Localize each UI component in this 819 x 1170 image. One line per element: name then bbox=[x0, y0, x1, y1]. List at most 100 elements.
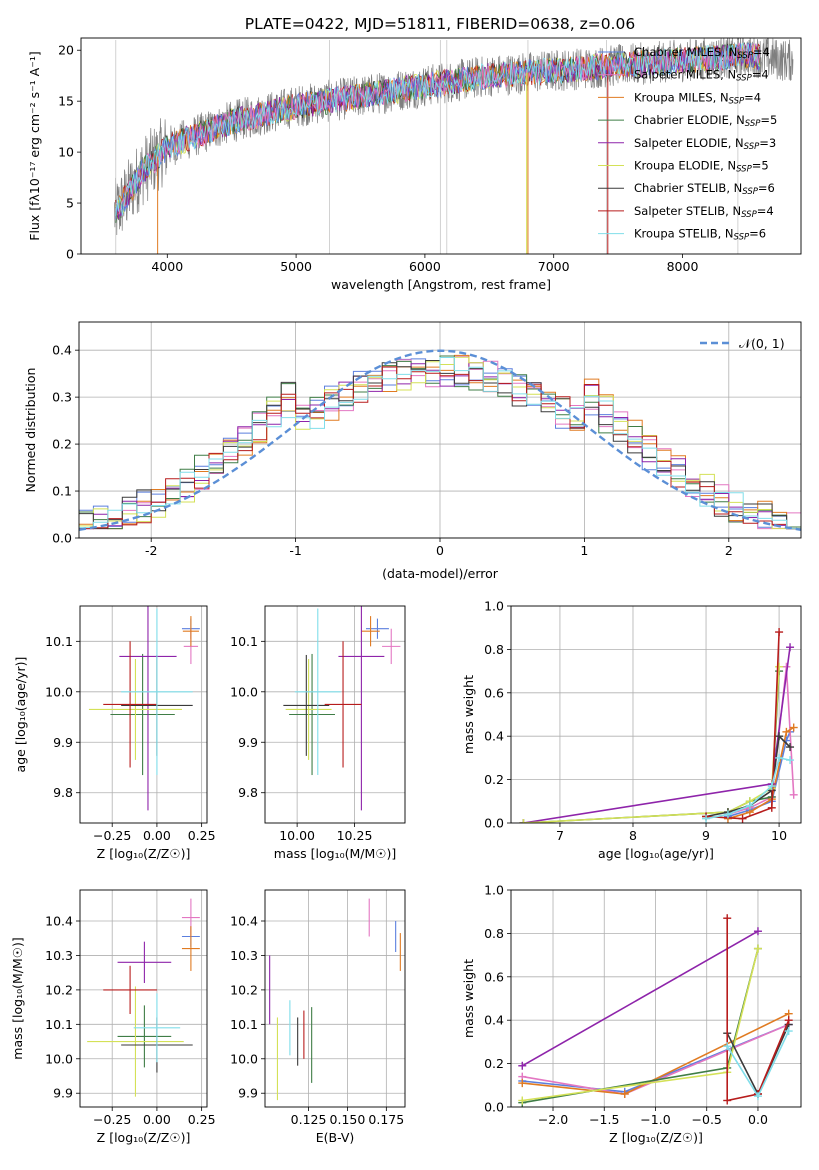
gaussian-curve bbox=[79, 349, 801, 531]
x-axis-label: Z [log₁₀(Z/Z☉)] bbox=[97, 846, 191, 861]
y-tick-label: 9.9 bbox=[53, 735, 73, 750]
x-tick-label: 6000 bbox=[409, 259, 441, 274]
model-kroupa-stelib bbox=[115, 42, 761, 216]
legend-label-chabrier-stelib: Chabrier STELIB, NSSP=6 bbox=[634, 181, 775, 197]
axes-age-vs-mass: 10.00 10.25 9.8 9.9 10.0 10.1 mass [log₁₀(M/M☉… bbox=[230, 605, 406, 861]
legend-label-chabrier-miles: Chabrier MILES, NSSP=4 bbox=[634, 45, 770, 61]
plot-area-residuals bbox=[79, 322, 801, 538]
legend-label-salpeter-elodie: Salpeter ELODIE, NSSP=3 bbox=[634, 136, 776, 152]
y-tick-label: 10.0 bbox=[45, 684, 73, 699]
y-tick-label: 0.0 bbox=[484, 816, 504, 831]
y-tick-label: 0.3 bbox=[52, 390, 72, 405]
grid-weight-vs-age bbox=[511, 606, 801, 823]
legend-label-kroupa-stelib: Kroupa STELIB, NSSP=6 bbox=[634, 227, 766, 243]
x-tick-label: −2.0 bbox=[538, 1112, 568, 1127]
data-age-vs-mass bbox=[283, 606, 401, 811]
y-tick-label: 9.9 bbox=[238, 1086, 258, 1101]
x-tick-label: 0.150 bbox=[330, 1112, 366, 1127]
histogram-salpeter-miles bbox=[79, 355, 801, 530]
y-tick-label: 10.0 bbox=[230, 684, 258, 699]
x-tick-label: 2 bbox=[725, 543, 733, 558]
plot-area-spectrum bbox=[114, 38, 794, 254]
y-tick-label: 10.4 bbox=[45, 914, 73, 929]
x-tick-label: 8000 bbox=[667, 259, 699, 274]
data-mass-vs-Z bbox=[87, 898, 200, 1097]
marker-kroupa-elodie bbox=[519, 819, 528, 823]
y-tick-label: 0.0 bbox=[484, 1100, 504, 1115]
y-tick-label: 10.1 bbox=[45, 1017, 73, 1032]
y-tick-label: 20 bbox=[58, 43, 74, 58]
plot-area-mass-vs-EBV bbox=[265, 890, 405, 1107]
marker-chabrier-stelib bbox=[786, 743, 795, 752]
axes-weight-vs-Z: −2.0 −1.5 −1.0 −0.5 0.0 0.0 0.2 0.4 0.6 0.8 1.0 Z [… bbox=[461, 883, 802, 1145]
marker-kroupa-elodie bbox=[753, 944, 762, 953]
grid-age-vs-mass bbox=[265, 606, 405, 823]
axes-residuals: -2 -1 0 1 2 0.0 0.1 0.2 0.3 0.4 (data-model)/error… bbox=[23, 321, 802, 581]
x-tick-label: −0.5 bbox=[692, 1112, 722, 1127]
y-tick-label: 10.0 bbox=[45, 1051, 73, 1066]
y-tick-label: 0.8 bbox=[484, 642, 504, 657]
axes-frame bbox=[78, 321, 802, 539]
x-axis-label: wavelength [Angstrom, rest frame] bbox=[331, 277, 551, 292]
marker-salpeter-stelib bbox=[723, 1096, 732, 1105]
marker-kroupa-stelib bbox=[723, 1042, 732, 1051]
x-tick-label: 0.00 bbox=[143, 1112, 171, 1127]
weight-line-kroupa-elodie bbox=[523, 666, 780, 823]
y-tick-label: 9.9 bbox=[238, 735, 258, 750]
marker-kroupa-elodie bbox=[518, 1096, 527, 1105]
marker-salpeter-stelib bbox=[767, 803, 776, 812]
weight-line-kroupa-elodie bbox=[522, 948, 759, 1102]
marker-kroupa-stelib bbox=[702, 814, 711, 823]
x-tick-label: 10.25 bbox=[337, 828, 373, 843]
grid-residuals bbox=[79, 322, 801, 538]
histogram-salpeter-elodie bbox=[79, 362, 801, 530]
marker-salpeter-stelib bbox=[723, 914, 732, 923]
x-tick-label: 0.175 bbox=[368, 1112, 404, 1127]
y-tick-label: 9.9 bbox=[53, 1086, 73, 1101]
marker-salpeter-elodie bbox=[786, 643, 795, 652]
x-axis-label: Z [log₁₀(Z/Z☉)] bbox=[609, 1130, 703, 1145]
marker-kroupa-miles bbox=[518, 1079, 527, 1088]
marker-kroupa-miles bbox=[789, 723, 798, 732]
legend-label-salpeter-stelib: Salpeter STELIB, NSSP=4 bbox=[634, 204, 774, 220]
axes-frame bbox=[264, 605, 406, 824]
legend-label-salpeter-miles: Salpeter MILES, NSSP=4 bbox=[634, 68, 769, 84]
y-tick-label: 10.1 bbox=[45, 634, 73, 649]
marker-kroupa-stelib bbox=[786, 756, 795, 765]
x-tick-label: 9 bbox=[702, 828, 710, 843]
histogram-salpeter-stelib bbox=[79, 366, 801, 530]
data-weight-vs-Z bbox=[518, 914, 793, 1107]
y-tick-label: 0.6 bbox=[484, 685, 504, 700]
axes-frame bbox=[510, 889, 802, 1108]
marker-salpeter-stelib bbox=[738, 814, 747, 823]
weight-line-salpeter-stelib bbox=[705, 631, 780, 820]
model-salpeter-miles bbox=[115, 42, 761, 215]
histogram-kroupa-stelib bbox=[79, 357, 801, 530]
axes-frame bbox=[79, 605, 208, 824]
figure-title: PLATE=0422, MJD=51811, FIBERID=0638, z=0… bbox=[245, 15, 635, 33]
marker-kroupa-stelib bbox=[745, 801, 754, 810]
legend-label-chabrier-elodie: Chabrier ELODIE, NSSP=5 bbox=[634, 113, 777, 129]
marker-salpeter-miles bbox=[789, 790, 798, 799]
axes-mass-vs-EBV: 0.125 0.150 0.175 9.9 10.0 10.1 10.2 10.3 10.4 E(… bbox=[230, 889, 406, 1145]
axes-frame bbox=[79, 889, 208, 1108]
y-tick-label: 0.0 bbox=[52, 531, 72, 546]
marker-kroupa-elodie bbox=[775, 662, 784, 671]
y-tick-label: 0 bbox=[66, 247, 74, 262]
data-weight-vs-age bbox=[519, 628, 798, 823]
x-tick-label: −1.0 bbox=[640, 1112, 670, 1127]
marker-kroupa-stelib bbox=[767, 782, 776, 791]
marker-kroupa-stelib bbox=[784, 1027, 793, 1036]
y-tick-label: 9.8 bbox=[238, 785, 258, 800]
marker-kroupa-stelib bbox=[775, 753, 784, 762]
plot-area-mass-vs-Z bbox=[80, 890, 207, 1107]
y-tick-label: 10.3 bbox=[230, 948, 258, 963]
grid-weight-vs-Z bbox=[511, 890, 801, 1107]
x-tick-label: 7 bbox=[556, 828, 564, 843]
data-residuals bbox=[79, 349, 801, 531]
y-tick-label: 10 bbox=[58, 145, 74, 160]
x-tick-label: 0.0 bbox=[748, 1112, 768, 1127]
plot-area-age-vs-Z bbox=[80, 606, 207, 823]
grid-mass-vs-Z bbox=[80, 890, 207, 1107]
